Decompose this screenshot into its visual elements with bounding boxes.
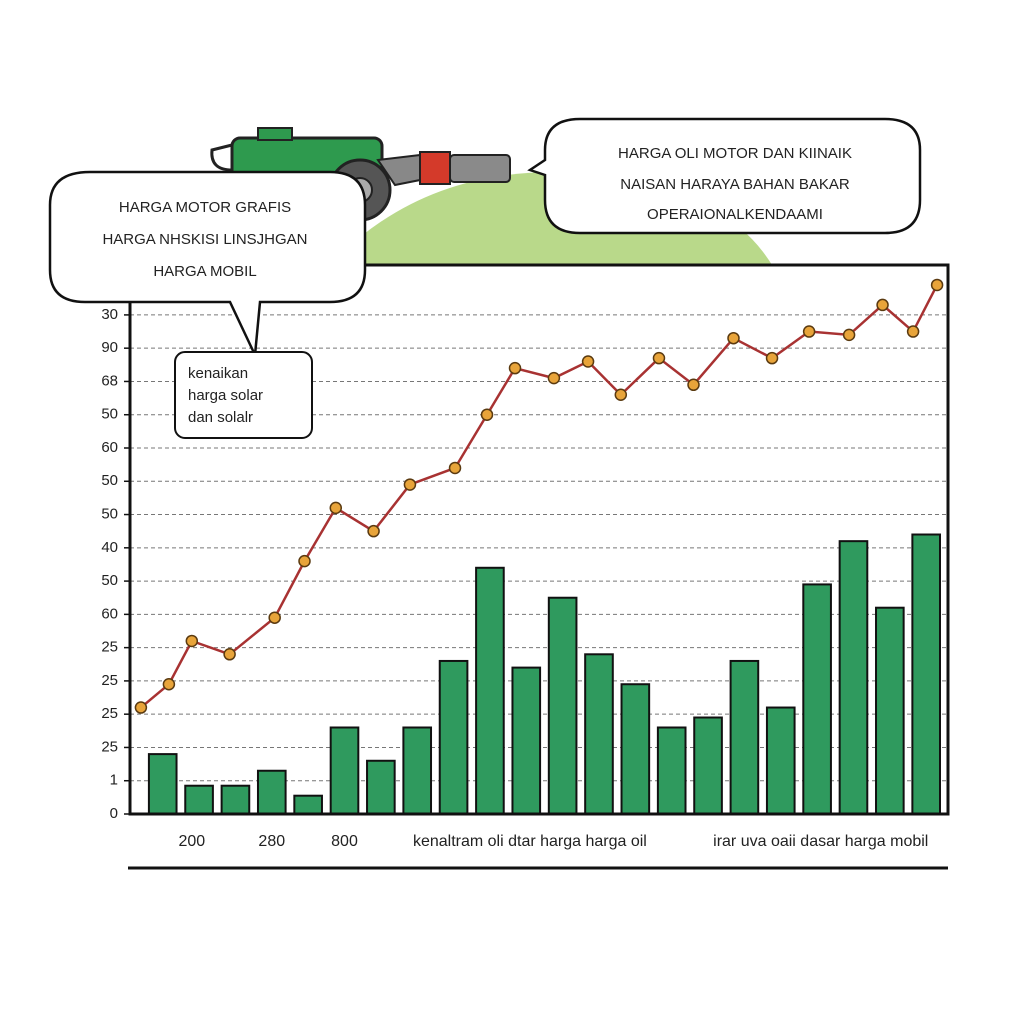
- line-point: [687, 378, 700, 392]
- bar: [475, 566, 505, 815]
- bar: [911, 533, 942, 815]
- y-tick-label: 60: [101, 605, 118, 622]
- line-point: [329, 501, 343, 515]
- bar: [256, 769, 287, 816]
- note-box: [174, 351, 313, 439]
- line-point: [614, 388, 628, 402]
- line-point: [727, 331, 740, 345]
- x-tick-label: irar uva oaii dasar harga mobil: [713, 833, 928, 850]
- bar: [147, 753, 178, 815]
- callout: kenaikan harga solar dan solalr: [174, 351, 313, 439]
- y-tick-label: 25: [101, 738, 118, 755]
- callout-text: HARGA NHSKISI LINSJHGAN: [102, 231, 307, 248]
- line-point: [480, 408, 494, 421]
- bar: [511, 666, 542, 815]
- y-tick-label: 90: [101, 339, 118, 356]
- bar: [329, 726, 360, 815]
- machine-handle: [210, 143, 233, 172]
- note-text: kenaikan: [188, 365, 248, 382]
- line-point: [403, 478, 417, 491]
- line-point: [367, 524, 380, 538]
- y-tick-label: 60: [101, 439, 118, 456]
- bar: [366, 759, 396, 815]
- y-tick-label: 50: [101, 506, 118, 523]
- y-tick-label: 50: [101, 472, 118, 489]
- line-point: [448, 461, 462, 475]
- line-point: [906, 325, 920, 338]
- line-point: [547, 371, 561, 385]
- bar: [293, 794, 323, 816]
- line-point: [162, 677, 176, 691]
- y-tick-label: 1: [110, 772, 118, 789]
- y-tick-label: 40: [101, 539, 118, 556]
- callout-text: HARGA OLI MOTOR DAN KIINAIK: [618, 145, 852, 162]
- y-tick-label: 30: [101, 306, 118, 323]
- line-point: [581, 355, 595, 368]
- bar: [875, 606, 905, 816]
- bar: [656, 726, 687, 815]
- callout-bubble: [527, 117, 922, 235]
- cylinder-red: [419, 151, 451, 185]
- y-tick-label: 0: [110, 805, 118, 822]
- note-text: dan solalr: [188, 409, 253, 426]
- y-tick-label: 25: [101, 672, 118, 689]
- x-tick-label: 200: [178, 833, 205, 850]
- bar: [402, 726, 433, 815]
- line-point: [930, 278, 944, 292]
- line-point: [842, 328, 856, 342]
- bar: [729, 659, 760, 815]
- plot-frame: [128, 263, 950, 816]
- y-tick-label: 25: [101, 639, 118, 656]
- line-point: [652, 351, 666, 365]
- callout-text: NAISAN HARAYA BAHAN BAKAR: [620, 176, 850, 193]
- line-point: [765, 351, 779, 365]
- marks: [134, 278, 944, 816]
- line-point: [508, 361, 522, 375]
- y-tick-label: 50: [101, 572, 118, 589]
- bar: [802, 583, 832, 815]
- bar: [184, 784, 214, 816]
- bar: [220, 784, 251, 816]
- bar: [765, 706, 796, 816]
- line-point: [185, 634, 199, 648]
- note-text: harga solar: [188, 387, 263, 404]
- line-point: [876, 298, 889, 312]
- callout: HARGA OLI MOTOR DAN KIINAIK NAISAN HARAY…: [527, 117, 922, 235]
- x-tick-label: kenaltram oli dtar harga harga oil: [413, 833, 647, 850]
- bar: [547, 596, 578, 816]
- x-tick-label: 800: [331, 833, 358, 850]
- bar: [584, 653, 614, 815]
- y-tick-label: 50: [101, 406, 118, 423]
- line-point: [298, 554, 311, 568]
- machine-top: [257, 127, 293, 141]
- callout-text: OPERAIONALKENDAAMI: [647, 206, 823, 223]
- x-tick-label: 280: [258, 833, 285, 850]
- callout-text: HARGA MOBIL: [153, 263, 256, 280]
- y-tick-label: 25: [101, 705, 118, 722]
- line-point: [268, 611, 281, 624]
- line: [140, 284, 939, 709]
- cylinder-grey: [449, 154, 511, 183]
- bar: [438, 659, 469, 815]
- bar: [620, 683, 651, 816]
- line-point: [802, 325, 816, 338]
- line-point: [223, 648, 236, 661]
- bar: [693, 716, 723, 815]
- callout-text: HARGA MOTOR GRAFIS: [119, 199, 291, 216]
- line-point: [134, 701, 148, 714]
- y-tick-label: 68: [101, 372, 118, 389]
- bar: [838, 540, 869, 815]
